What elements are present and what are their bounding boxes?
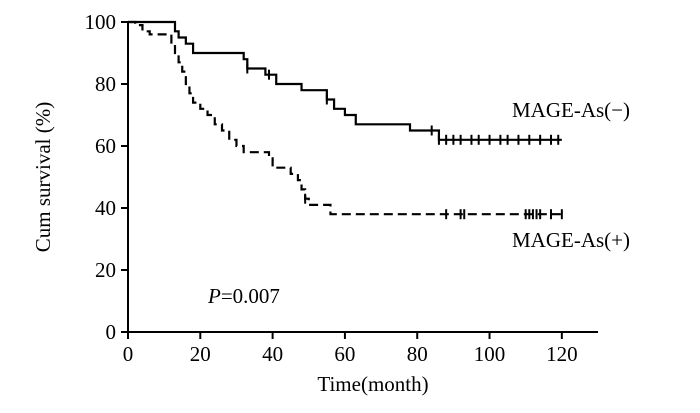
axes [127,22,598,333]
y-axis-label: Cum survival (%) [31,102,55,252]
tick-labels: 0 20 40 60 80 100 0 20 40 60 80 100 120 [85,10,578,366]
x-tick-label-100: 100 [474,342,506,366]
plot-area [128,20,563,220]
y-tick-label-0: 0 [106,320,117,344]
y-tick-label-20: 20 [95,258,116,282]
y-tick-label-40: 40 [95,196,116,220]
y-tick-label-100: 100 [85,10,117,34]
x-tick-label-0: 0 [123,342,134,366]
x-tick-label-40: 40 [262,342,283,366]
series-label-mage-as-positive: MAGE-As(+) [512,228,630,252]
x-tick-label-20: 20 [190,342,211,366]
series-label-mage-as-negative: MAGE-As(−) [512,98,630,122]
y-tick-label-80: 80 [95,72,116,96]
series-line-0 [128,20,562,141]
y-tick-label-60: 60 [95,134,116,158]
x-tick-label-80: 80 [407,342,428,366]
p-value-number: =0.007 [221,284,280,308]
p-value-symbol: P [207,284,221,308]
x-axis-label: Time(month) [317,372,428,396]
p-value-annotation: P=0.007 [207,284,280,308]
x-tick-label-60: 60 [334,342,355,366]
tick-marks [121,21,563,339]
x-tick-label-120: 120 [546,342,578,366]
